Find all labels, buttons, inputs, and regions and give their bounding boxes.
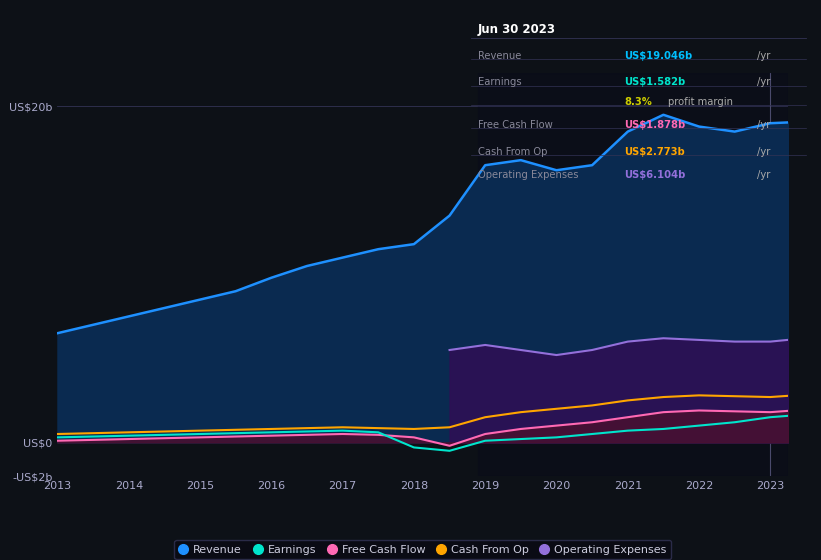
Text: Jun 30 2023: Jun 30 2023 bbox=[478, 23, 556, 36]
Text: US$1.582b: US$1.582b bbox=[624, 77, 686, 87]
Text: Earnings: Earnings bbox=[478, 77, 521, 87]
Text: Revenue: Revenue bbox=[478, 51, 521, 61]
Text: /yr: /yr bbox=[757, 147, 770, 157]
Text: US$19.046b: US$19.046b bbox=[624, 51, 693, 61]
Text: /yr: /yr bbox=[757, 51, 770, 61]
Text: 8.3%: 8.3% bbox=[624, 97, 652, 107]
Text: Cash From Op: Cash From Op bbox=[478, 147, 548, 157]
Bar bbox=[478, 73, 788, 476]
Text: US$6.104b: US$6.104b bbox=[624, 170, 686, 180]
Text: US$1.878b: US$1.878b bbox=[624, 120, 686, 130]
Text: profit margin: profit margin bbox=[668, 97, 733, 107]
Text: /yr: /yr bbox=[757, 77, 770, 87]
Text: US$2.773b: US$2.773b bbox=[624, 147, 685, 157]
Text: Operating Expenses: Operating Expenses bbox=[478, 170, 578, 180]
Text: Free Cash Flow: Free Cash Flow bbox=[478, 120, 553, 130]
Legend: Revenue, Earnings, Free Cash Flow, Cash From Op, Operating Expenses: Revenue, Earnings, Free Cash Flow, Cash … bbox=[175, 540, 671, 559]
Text: /yr: /yr bbox=[757, 120, 770, 130]
Text: /yr: /yr bbox=[757, 170, 770, 180]
